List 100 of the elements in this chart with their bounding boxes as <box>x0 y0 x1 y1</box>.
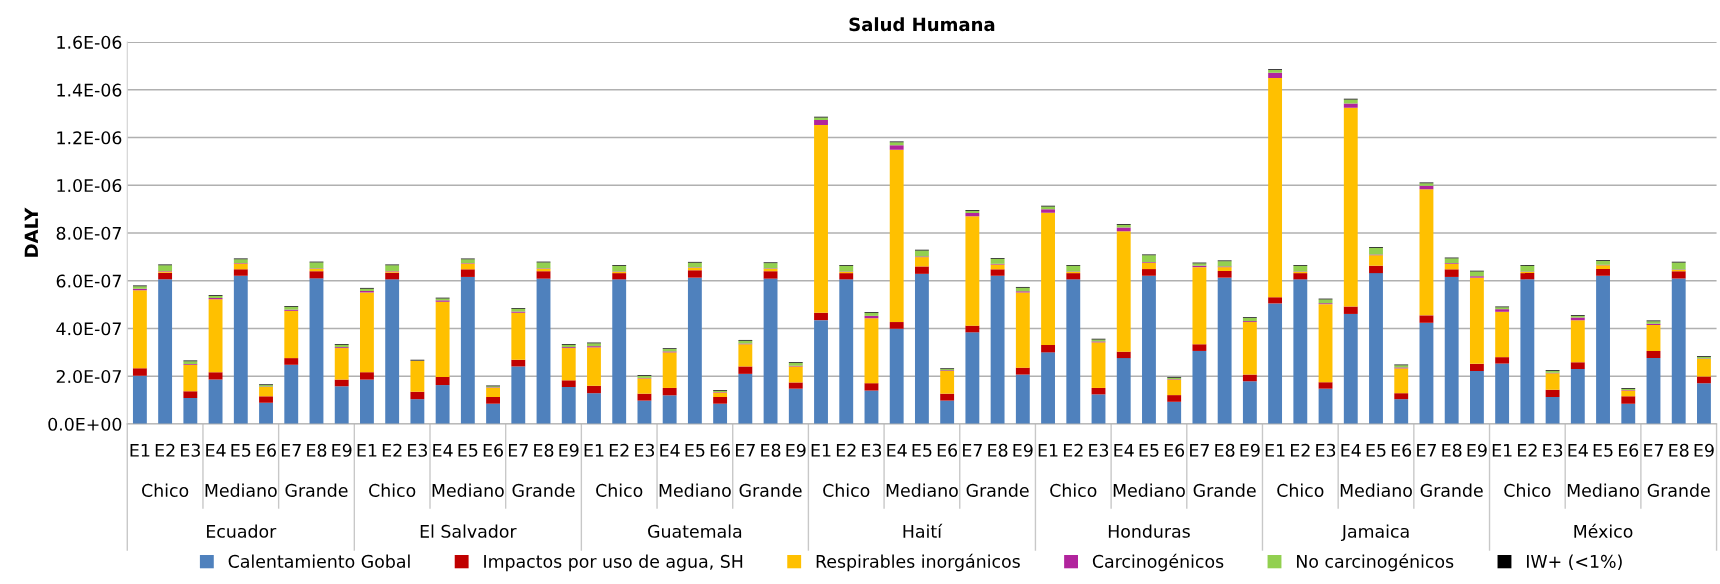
x-tick-label: E2 <box>1063 443 1083 457</box>
text: Ecuador <box>207 524 277 538</box>
text: Chico <box>142 483 189 498</box>
y-tick-label: 1.0E-06 <box>57 178 122 193</box>
x-tick-label: E2 <box>155 443 175 457</box>
x-tick-label: E6 <box>256 443 276 457</box>
y-tick-label: 1.6E-06 <box>57 35 122 49</box>
y-tick-label: 6.0E-07 <box>56 274 121 288</box>
x-tick-label: E6 <box>937 443 958 457</box>
text: Chico <box>1504 483 1551 498</box>
text: Chico <box>369 483 416 498</box>
chart-title: Salud Humana <box>849 17 995 32</box>
x-tick-label: E1 <box>1038 443 1058 457</box>
x-tick-label: E9 <box>559 443 579 457</box>
x-tick-label: E6 <box>1618 443 1639 457</box>
x-tick-label: E9 <box>1694 443 1714 457</box>
text: Honduras <box>1108 524 1190 538</box>
y-tick-label: 1.2E-06 <box>57 131 122 145</box>
text: Chico <box>1277 483 1324 498</box>
x-tick-label: E4 <box>1568 443 1588 457</box>
text: Grande <box>512 483 575 498</box>
x-tick-label: E4 <box>433 443 453 457</box>
x-tick-label: E1 <box>584 443 604 457</box>
text: Grande <box>1647 483 1710 498</box>
x-tick-label: E7 <box>736 443 755 457</box>
text: Mediano <box>1340 483 1412 498</box>
text: Grande <box>1193 483 1256 498</box>
x-tick-label: E7 <box>963 443 982 457</box>
x-tick-label: E8 <box>761 443 781 457</box>
x-tick-label: E5 <box>685 443 705 457</box>
text: Mediano <box>659 483 731 498</box>
x-tick-label: E5 <box>1366 443 1386 457</box>
text: Mediano <box>1113 483 1185 498</box>
y-tick-label: 8.0E-07 <box>56 226 121 240</box>
x-tick-label: E8 <box>1442 443 1462 457</box>
x-tick-label: E6 <box>1391 443 1412 457</box>
x-tick-label: E8 <box>988 443 1008 457</box>
text: Mediano <box>205 483 277 498</box>
text: Mediano <box>432 483 504 498</box>
y-tick-label: 1.4E-06 <box>57 83 122 97</box>
legend-label: No carcinogénicos <box>1297 553 1454 572</box>
x-tick-label: E9 <box>1013 443 1033 457</box>
x-tick-label: E4 <box>1341 443 1361 457</box>
text: Grande <box>739 483 802 498</box>
x-tick-label: E3 <box>1543 443 1563 457</box>
x-tick-label: E7 <box>508 443 528 457</box>
x-tick-label: E2 <box>382 443 402 457</box>
x-tick-label: E3 <box>862 443 882 457</box>
x-tick-label: E1 <box>1492 443 1512 457</box>
text: Chico <box>596 483 643 498</box>
y-tick-label: 2.0E-07 <box>56 369 121 384</box>
text: México <box>1574 523 1633 538</box>
legend-label: Calentamiento Gobal <box>228 554 410 568</box>
x-tick-label: E2 <box>1518 443 1537 457</box>
x-tick-label: E8 <box>1669 443 1689 457</box>
x-tick-label: E5 <box>458 443 478 457</box>
x-tick-label: E7 <box>1644 443 1664 457</box>
x-tick-label: E6 <box>483 443 503 457</box>
x-tick-label: E5 <box>1593 443 1613 457</box>
x-tick-label: E3 <box>408 443 427 457</box>
text: Grande <box>285 483 348 498</box>
x-tick-label: E1 <box>130 443 150 457</box>
x-tick-label: E9 <box>1240 443 1260 457</box>
y-tick-label: 4.0E-07 <box>56 322 121 336</box>
x-tick-label: E8 <box>534 443 554 457</box>
x-tick-label: E4 <box>660 443 680 457</box>
x-tick-label: E3 <box>1089 443 1109 457</box>
x-tick-label: E1 <box>811 443 831 457</box>
x-tick-label: E2 <box>609 443 629 457</box>
x-tick-label: E8 <box>1215 443 1235 457</box>
text: Chico <box>1050 483 1097 498</box>
x-tick-label: E4 <box>887 443 907 457</box>
text: Mediano <box>886 483 958 498</box>
x-tick-label: E2 <box>836 443 856 457</box>
x-tick-label: E4 <box>206 443 226 457</box>
text: Chico <box>823 483 870 498</box>
text: El Salvador <box>420 524 517 538</box>
text: Grande <box>1420 483 1483 498</box>
x-tick-label: E7 <box>1190 443 1209 457</box>
x-tick-label: E9 <box>1467 443 1487 457</box>
x-tick-label: E7 <box>1417 443 1436 457</box>
x-tick-label: E9 <box>332 443 352 457</box>
x-tick-label: E5 <box>912 443 932 457</box>
x-tick-label: E1 <box>357 443 377 457</box>
x-tick-label: E6 <box>710 443 731 457</box>
text: Grande <box>966 483 1029 498</box>
x-tick-label: E3 <box>181 443 200 457</box>
x-tick-label: E1 <box>1265 443 1285 457</box>
legend-label: Impactos por uso de agua, SH <box>484 554 743 572</box>
legend-label: IW+ (<1%) <box>1527 554 1622 570</box>
text: Haití <box>903 523 943 538</box>
x-tick-label: E3 <box>1316 443 1336 457</box>
x-tick-label: E7 <box>281 443 301 457</box>
x-tick-label: E5 <box>231 443 251 457</box>
x-tick-label: E4 <box>1114 443 1134 457</box>
y-axis-title: DALY <box>24 207 38 257</box>
x-tick-label: E6 <box>1164 443 1185 457</box>
x-tick-label: E5 <box>1139 443 1159 457</box>
legend-label: Respirables inorgánicos <box>816 553 1020 572</box>
text: Mediano <box>1567 483 1639 498</box>
